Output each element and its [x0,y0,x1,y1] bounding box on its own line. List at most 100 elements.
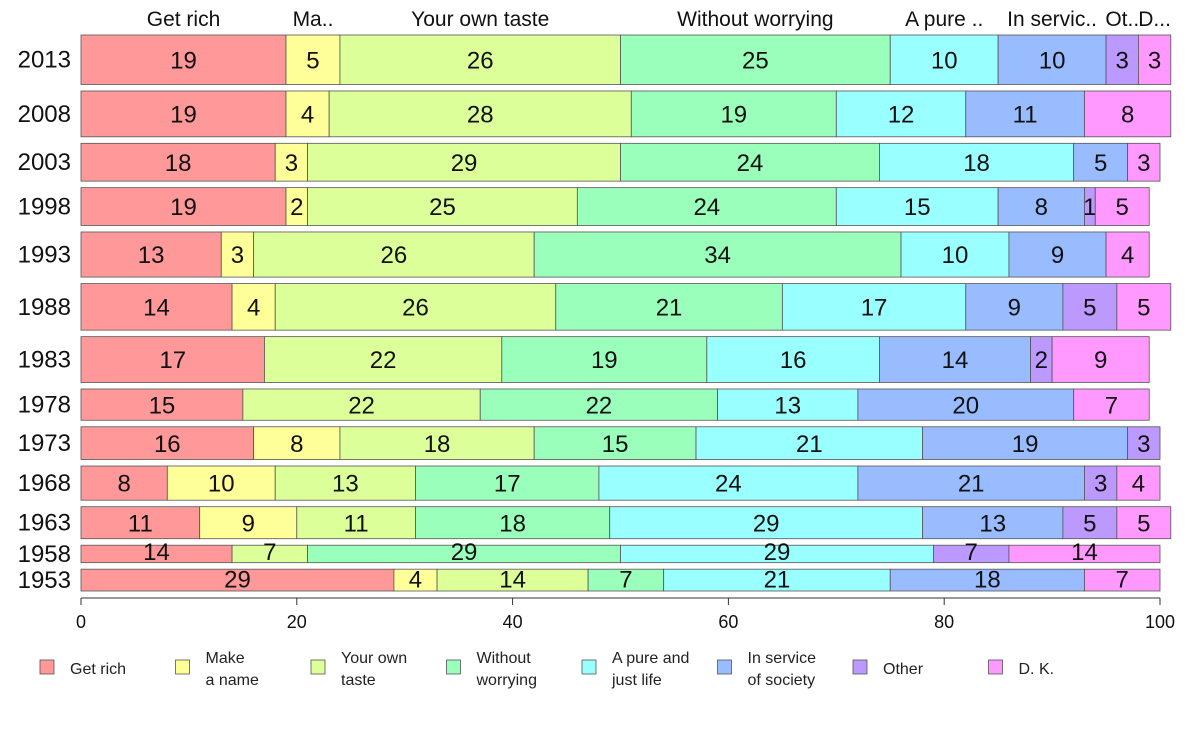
bar-2008-d-k [1084,90,1172,138]
value-label-2013-make-a-name: 5 [306,47,319,74]
legend: Get rich Make a name Your own taste Without wo… [39,650,1054,689]
row-1973: 1973 16 8 18 15 21 19 3 [18,426,1161,460]
value-label-1973-your-own-taste: 18 [424,431,451,458]
legend-label-make-a-name: Make a name [206,650,259,689]
bar-1983-in-service-of-society [879,336,1031,383]
row-label-1993: 1993 [18,242,71,269]
value-label-2003-your-own-taste: 29 [451,150,478,177]
value-label-1953-d-k: 7 [1116,567,1129,594]
bar-1983-a-pure-and-just-life [706,336,880,383]
bar-1968-a-pure-and-just-life [598,465,859,501]
legend-label-get-rich: Get rich [70,661,126,678]
column-headers: Get rich Ma.. Your own taste Without worryi… [147,8,1171,31]
value-label-1973-make-a-name: 8 [290,431,303,458]
value-label-1973-a-pure-and-just-life: 21 [796,431,823,458]
bar-1968-d-k [1116,465,1161,501]
bar-2013-in-service-of-society [997,34,1107,85]
value-label-2003-in-service-of-society: 5 [1094,150,1107,177]
row-1958: 1958 14 7 29 29 7 14 [18,539,1161,568]
value-label-2008-get-rich: 19 [170,102,197,129]
bar-1988-make-a-name [231,283,276,331]
bar-1963-a-pure-and-just-life [609,506,924,540]
legend-item-a-pure-and-just-life: A pure and just life [581,650,689,689]
value-label-1988-make-a-name: 4 [247,295,260,322]
row-label-1978: 1978 [18,392,71,419]
value-label-1988-in-service-of-society: 9 [1008,295,1021,322]
value-label-1988-a-pure-and-just-life: 17 [861,295,888,322]
bar-2013-make-a-name [285,34,341,85]
bar-1983-d-k [1051,336,1150,383]
value-label-1968-make-a-name: 10 [208,471,235,498]
bar-1978-your-own-taste [242,388,481,421]
value-label-1958-your-own-taste: 7 [263,539,276,566]
row-label-1968: 1968 [18,470,71,497]
bar-1968-make-a-name [166,465,276,501]
value-label-1998-your-own-taste: 25 [429,194,456,221]
value-label-2008-make-a-name: 4 [301,102,314,129]
bar-1993-d-k [1105,231,1150,278]
value-label-1998-without-worrying: 24 [693,194,720,221]
x-tick-label-20: 20 [287,612,307,632]
value-label-1978-in-service-of-society: 20 [952,392,979,419]
value-label-1963-other: 5 [1083,510,1096,537]
bar-1973-your-own-taste [339,426,535,460]
value-label-1958-d-k: 14 [1071,539,1098,566]
row-1983: 1983 17 22 19 16 14 2 9 [18,336,1150,383]
bar-1988-a-pure-and-just-life [781,283,967,331]
bar-1978-in-service-of-society [857,388,1075,421]
x-tick-label-40: 40 [503,612,523,632]
legend-swatch-get-rich [39,659,55,675]
value-label-1953-in-service-of-society: 18 [974,567,1001,594]
value-label-2013-a-pure-and-just-life: 10 [931,47,958,74]
legend-item-your-own-taste: Your own taste [310,650,407,689]
bar-2008-get-rich [80,90,287,138]
value-label-1983-your-own-taste: 22 [370,347,397,374]
value-label-2008-without-worrying: 19 [720,102,747,129]
value-label-1968-other: 3 [1094,471,1107,498]
value-label-1988-your-own-taste: 26 [402,295,429,322]
value-label-1993-without-worrying: 34 [704,242,731,269]
x-tick-label-100: 100 [1145,612,1175,632]
value-label-1993-a-pure-and-just-life: 10 [942,242,969,269]
legend-swatch-d-k [988,659,1003,675]
value-label-1963-without-worrying: 18 [499,510,526,537]
value-label-2003-d-k: 3 [1137,150,1150,177]
x-tick-label-60: 60 [718,612,738,632]
bar-2013-your-own-taste [339,34,621,85]
bar-1993-in-service-of-society [1008,231,1107,278]
bar-1968-without-worrying [415,465,600,501]
value-label-2013-in-service-of-society: 10 [1039,47,1066,74]
value-label-1968-a-pure-and-just-life: 24 [715,471,742,498]
bar-2003-get-rich [80,142,276,182]
bar-1988-in-service-of-society [965,283,1064,331]
value-label-2008-in-service-of-society: 11 [1013,102,1038,129]
row-label-1953: 1953 [18,567,71,594]
value-label-1983-a-pure-and-just-life: 16 [780,347,807,374]
bar-1998-d-k [1094,187,1150,226]
bar-1983-your-own-taste [264,336,503,383]
legend-item-without-worrying: Without worrying [446,650,537,689]
row-1998: 1998 19 2 25 24 15 8 1 5 [18,187,1150,226]
value-label-1983-d-k: 9 [1094,347,1107,374]
legend-swatch-make-a-name [175,659,190,675]
row-2013: 2013 19 5 26 25 10 10 3 3 [18,34,1172,85]
value-label-1963-your-own-taste: 11 [344,510,369,537]
bar-1968-in-service-of-society [857,465,1085,501]
legend-label-without-worrying: Without worrying [476,650,537,689]
value-label-2013-other: 3 [1116,47,1129,74]
bar-1993-without-worrying [533,231,902,278]
value-label-2008-d-k: 8 [1121,102,1134,129]
bar-2003-a-pure-and-just-life [879,142,1075,182]
value-label-2013-d-k: 3 [1148,47,1161,74]
bar-2013-get-rich [80,34,287,85]
value-label-1978-d-k: 7 [1105,392,1118,419]
bar-2003-make-a-name [274,142,308,182]
bar-1988-d-k [1116,283,1172,331]
bar-1963-get-rich [80,506,201,540]
row-label-1958: 1958 [18,541,71,568]
value-label-1953-a-pure-and-just-life: 21 [764,567,791,594]
bar-2003-in-service-of-society [1073,142,1129,182]
value-label-2003-without-worrying: 24 [737,150,764,177]
legend-swatch-other [852,659,868,675]
